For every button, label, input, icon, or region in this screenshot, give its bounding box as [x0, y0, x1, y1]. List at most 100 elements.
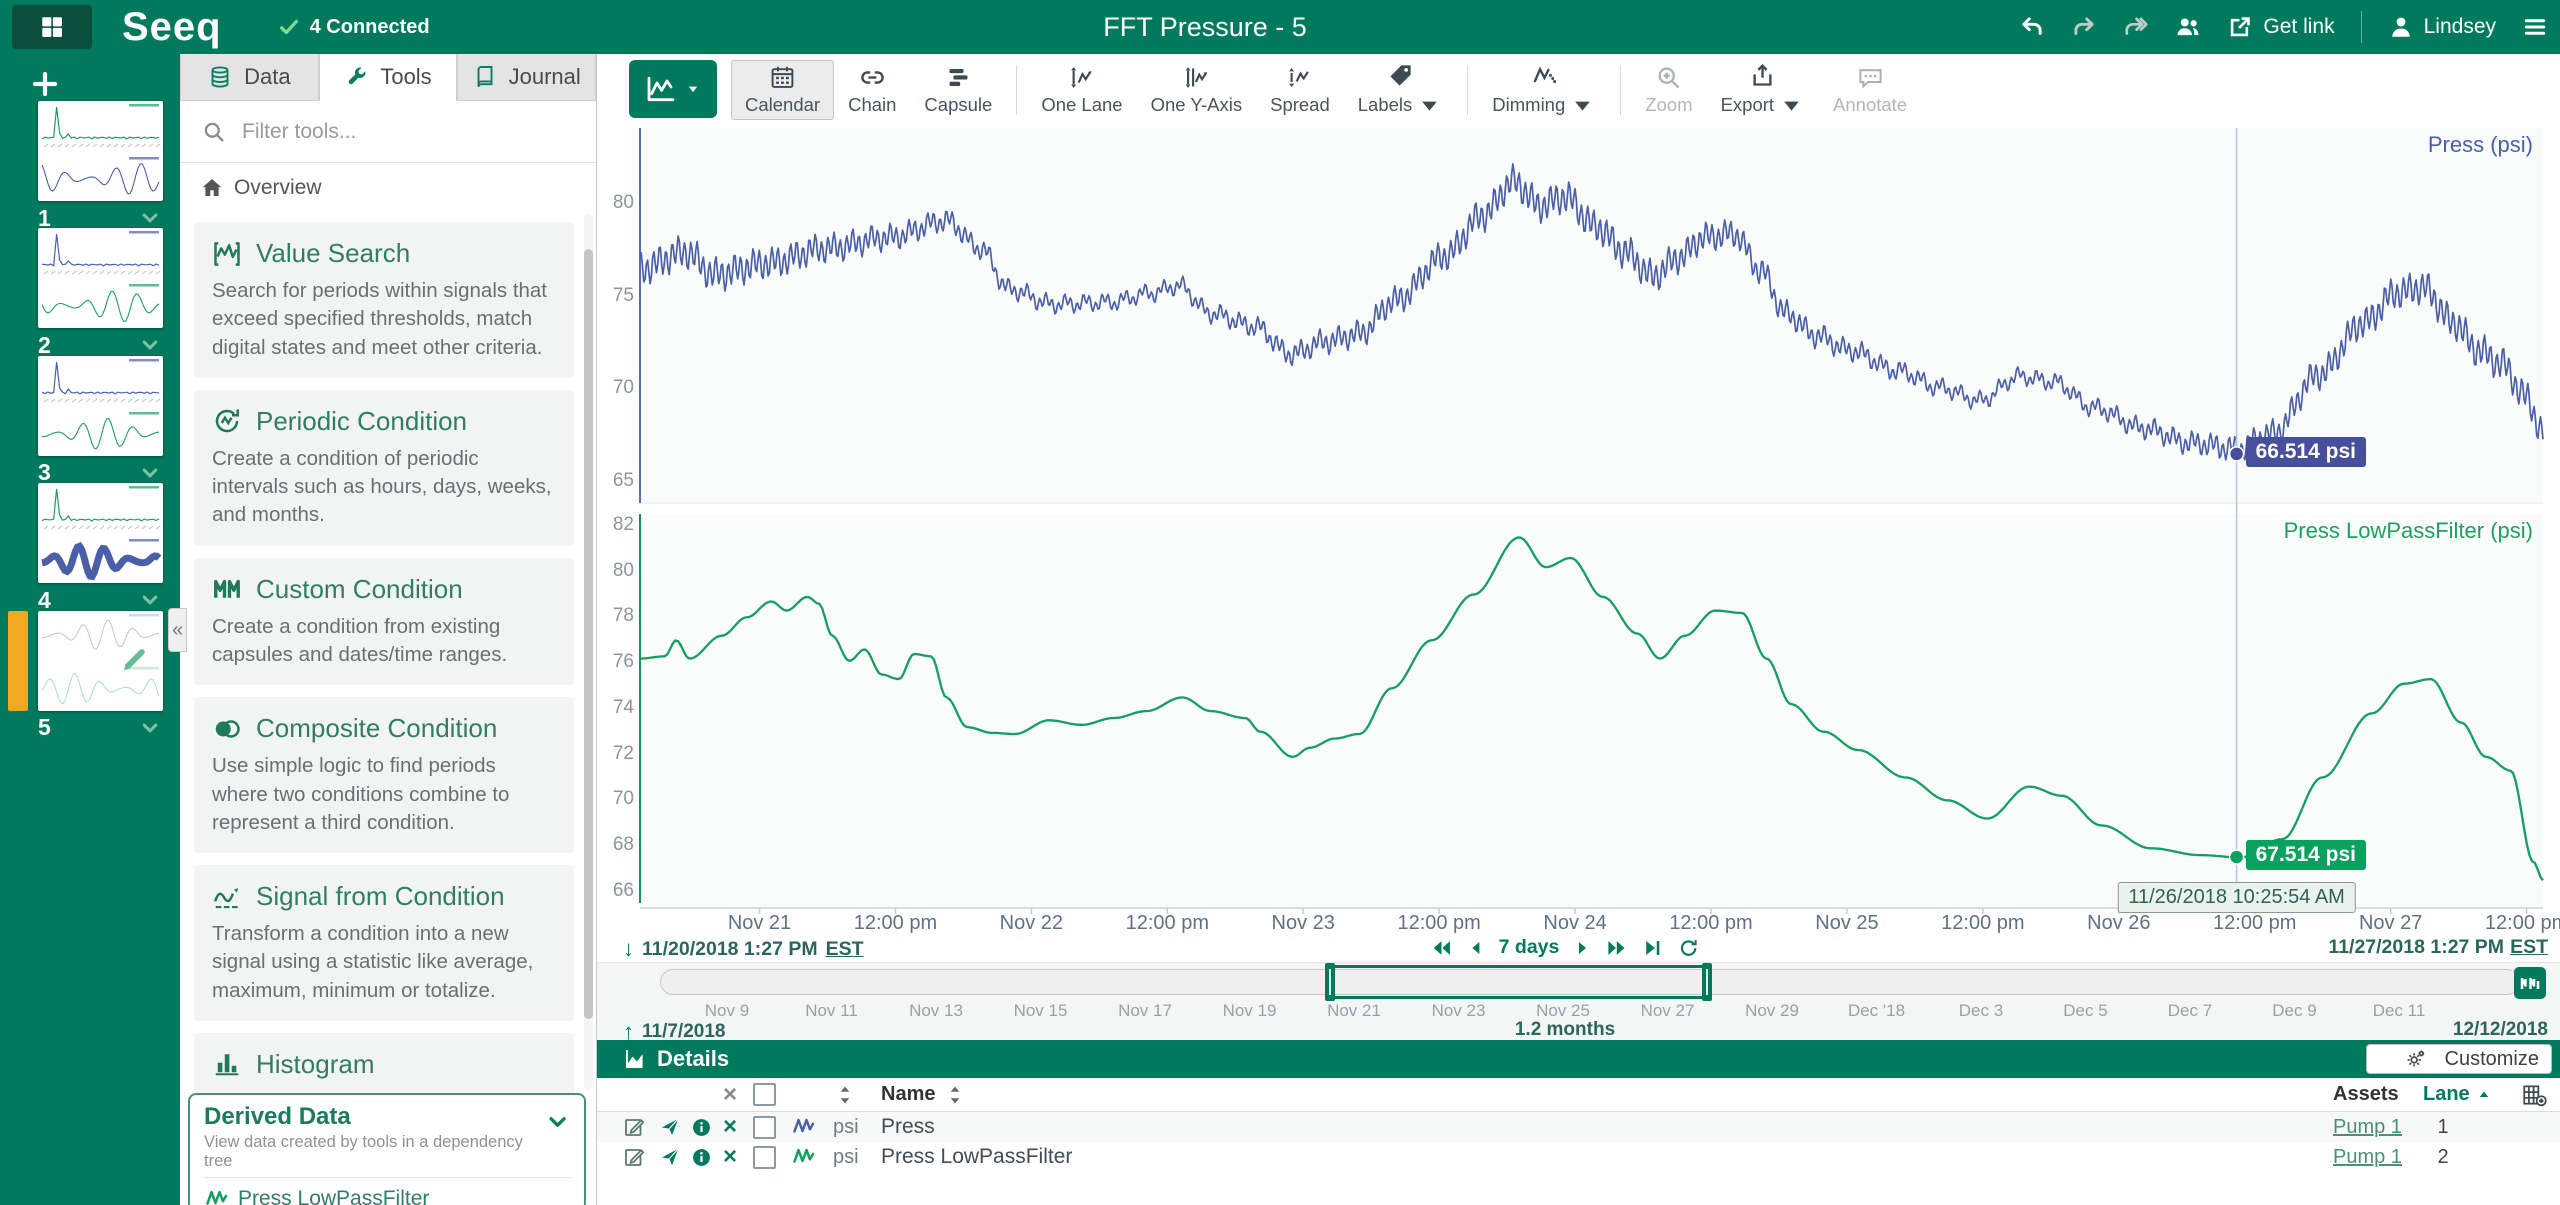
add-worksheet-button[interactable] [24, 64, 64, 104]
redo-button[interactable] [2071, 14, 2097, 40]
access-control-button[interactable] [2175, 14, 2201, 40]
undo-button[interactable] [2019, 14, 2045, 40]
scrubber-handle-right[interactable] [1702, 963, 1713, 1001]
tool-card-composite-condition[interactable]: Composite Condition Use simple logic to f… [194, 697, 574, 854]
tool-card-periodic-condition[interactable]: Periodic Condition Create a condition of … [194, 389, 574, 546]
edit-signal-button[interactable] [623, 1145, 659, 1169]
tool-card-histogram[interactable]: Histogram Aggregate a signal by y-value o… [194, 1032, 574, 1093]
checkbox[interactable] [753, 1145, 776, 1169]
chevron-down-icon[interactable] [137, 208, 163, 228]
tool-card-value-search[interactable]: Value Search Search for periods within si… [194, 222, 574, 378]
tool-card-signal-from-condition[interactable]: Signal from Condition Transform a conditi… [194, 865, 574, 1021]
checkbox[interactable] [753, 1115, 776, 1139]
calendar-button[interactable]: Calendar [731, 60, 835, 120]
auto-update-icon[interactable] [1677, 937, 1699, 959]
remove-signal-button[interactable]: × [723, 1113, 738, 1140]
chevron-down-icon[interactable] [137, 718, 163, 738]
column-header-assets[interactable]: Assets [2333, 1083, 2399, 1105]
scrubber-selection[interactable] [1329, 965, 1708, 999]
tab-label: Data [244, 64, 291, 89]
sort-icon[interactable] [943, 1083, 967, 1107]
row-checkbox[interactable] [753, 1145, 791, 1169]
datasources-status[interactable]: 4 Connected [278, 16, 430, 39]
one-y-axis-button[interactable]: One Y-Axis [1137, 60, 1257, 120]
chevron-down-icon[interactable] [137, 463, 163, 483]
chevron-down-icon[interactable] [137, 590, 163, 610]
step-forward-icon[interactable] [1573, 939, 1591, 957]
investigate-end[interactable]: 12/12/2018 [2452, 1019, 2548, 1040]
worksheet-thumbnail-5[interactable] [38, 610, 163, 711]
user-menu-button[interactable]: Lindsey [2388, 14, 2496, 40]
one-lane-button[interactable]: One Lane [1027, 60, 1136, 120]
customize-button[interactable]: Customize [2365, 1044, 2552, 1074]
investigate-start[interactable]: ↑ 11/7/2018 [623, 1019, 725, 1045]
edit-signal-button[interactable] [623, 1115, 659, 1139]
hamburger-menu-button[interactable] [2522, 14, 2548, 40]
derived-item-lowpassfilter-link[interactable]: Press LowPassFilter [238, 1187, 430, 1205]
app-switcher-button[interactable] [12, 5, 92, 49]
overview-link[interactable]: Overview [180, 166, 596, 210]
tab-journal[interactable]: Journal [457, 54, 597, 101]
send-signal-button[interactable] [659, 1116, 691, 1138]
signal-info-button[interactable] [691, 1117, 723, 1138]
dimming-button[interactable]: Dimming [1478, 60, 1610, 120]
step-forward-double-icon[interactable] [1605, 937, 1627, 959]
export-button[interactable]: Export [1707, 60, 1819, 120]
tool-card-custom-condition[interactable]: Custom Condition Create a condition from … [194, 557, 574, 686]
capsule-button[interactable]: Capsule [910, 60, 1006, 120]
timebar-tick: Dec '18 [1847, 1001, 1906, 1020]
step-to-end-icon[interactable] [1641, 937, 1663, 959]
add-column-button[interactable] [2508, 1082, 2560, 1108]
signal-unit: psi [833, 1145, 859, 1168]
worksheet-thumbnail-4[interactable] [38, 483, 163, 584]
row-checkbox[interactable] [753, 1115, 791, 1139]
column-header-name[interactable]: Name [881, 1083, 2273, 1107]
timezone-link[interactable]: EST [2510, 936, 2548, 958]
worksheet-thumbnail-3[interactable] [38, 355, 163, 456]
workbook-title[interactable]: FFT Pressure - 5 [1103, 11, 1307, 42]
signal-info-button[interactable] [691, 1147, 723, 1168]
collapse-panel-handle[interactable]: « [168, 608, 187, 652]
capsule-time-icon[interactable] [2514, 967, 2546, 999]
checkbox[interactable] [753, 1083, 776, 1106]
trend-icon [645, 73, 677, 105]
tab-data[interactable]: Data [180, 54, 319, 101]
sort-icon[interactable] [833, 1083, 857, 1107]
asset-link[interactable]: Pump 1 [2333, 1115, 2402, 1138]
scrubber-handle-left[interactable] [1324, 963, 1335, 1001]
timebar-tick: Nov 11 [805, 1001, 858, 1020]
worksheet-thumbnail-1[interactable] [38, 101, 163, 201]
range-duration[interactable]: 7 days [1498, 936, 1560, 958]
filter-tools-input[interactable] [240, 118, 574, 145]
spread-button[interactable]: Spread [1256, 60, 1344, 120]
zoom-button[interactable]: Zoom [1631, 60, 1706, 120]
sort-unit-button[interactable] [833, 1083, 881, 1107]
tab-tools[interactable]: Tools [318, 54, 458, 101]
trend-chart[interactable]: 80 75 70 65 82 80 78 76 74 72 70 68 66 Nov 21 12:00 p… [597, 54, 2560, 940]
worksheet-thumbnail-2[interactable] [38, 228, 163, 329]
send-signal-button[interactable] [659, 1146, 691, 1168]
view-mode-button[interactable] [629, 60, 717, 118]
remove-all-button[interactable]: × [723, 1080, 738, 1108]
range-start[interactable]: ↓ 11/20/2018 1:27 PM EST [623, 936, 864, 962]
range-end[interactable]: 11/27/2018 1:27 PM EST [2328, 936, 2548, 959]
scrubber-track[interactable] [660, 969, 2520, 995]
labels-button[interactable]: Labels [1344, 60, 1458, 120]
step-back-double-icon[interactable] [1431, 937, 1453, 959]
chevron-down-icon[interactable] [545, 1111, 570, 1133]
asset-link[interactable]: Pump 1 [2333, 1145, 2402, 1168]
step-back-icon[interactable] [1467, 939, 1485, 957]
redo-all-button[interactable] [2123, 14, 2149, 40]
investigate-duration[interactable]: 1.2 months [1514, 1019, 1616, 1040]
chain-button[interactable]: Chain [834, 60, 910, 120]
get-link-button[interactable]: Get link [2227, 14, 2335, 40]
timezone-link[interactable]: EST [825, 937, 864, 960]
remove-signal-button[interactable]: × [723, 1143, 738, 1170]
chevron-down-icon[interactable] [137, 335, 163, 355]
tools-scrollbar[interactable] [584, 214, 593, 1089]
seeq-logo[interactable]: Seeq [122, 4, 222, 49]
sort-ascending-icon[interactable] [2476, 1087, 2492, 1103]
column-header-lane[interactable]: Lane [2423, 1083, 2508, 1106]
annotate-button[interactable]: Annotate [1819, 60, 1921, 120]
select-all-checkbox[interactable] [753, 1083, 791, 1106]
